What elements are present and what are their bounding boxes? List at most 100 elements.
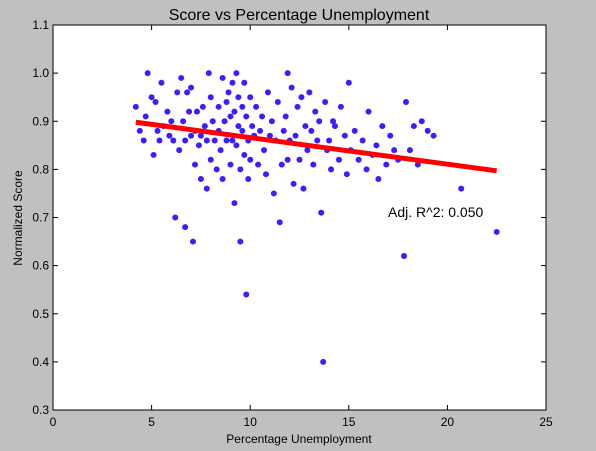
data-point	[276, 219, 283, 226]
data-point	[229, 137, 236, 144]
data-point	[414, 161, 421, 168]
data-point	[144, 70, 151, 77]
data-point	[207, 156, 214, 163]
data-point	[266, 132, 273, 139]
data-point	[335, 156, 342, 163]
data-point	[140, 137, 147, 144]
data-point	[203, 185, 210, 192]
data-point	[264, 89, 271, 96]
data-point	[184, 89, 191, 96]
data-point	[308, 127, 315, 134]
data-point	[284, 70, 291, 77]
data-point	[401, 253, 408, 259]
data-point	[328, 166, 335, 173]
data-point	[166, 132, 173, 139]
data-point	[255, 161, 262, 168]
data-point	[345, 79, 352, 86]
y-tick-label: 1.0	[32, 66, 49, 80]
x-axis-label: Percentage Unemployment	[226, 432, 372, 446]
data-point	[379, 123, 386, 130]
data-point	[270, 190, 277, 197]
data-point	[406, 147, 413, 154]
data-point	[227, 161, 234, 168]
y-tick-label: 0.5	[32, 307, 49, 321]
y-tick-label: 0.7	[32, 211, 49, 225]
data-point	[191, 161, 198, 168]
data-point	[391, 147, 398, 154]
data-point	[387, 132, 394, 139]
data-point	[290, 180, 297, 187]
data-point	[365, 108, 372, 115]
data-point	[199, 103, 206, 110]
data-point	[223, 137, 230, 144]
data-point	[180, 118, 187, 125]
data-point	[174, 89, 181, 96]
data-point	[245, 176, 252, 182]
data-point	[193, 108, 200, 115]
data-point	[298, 94, 305, 101]
data-point	[176, 147, 183, 154]
data-point	[235, 123, 242, 130]
data-point	[156, 137, 163, 144]
data-point	[284, 156, 291, 163]
fit-annotation: Adj. R^2: 0.050	[388, 204, 484, 220]
data-point	[233, 70, 240, 77]
data-point	[237, 238, 244, 245]
data-point	[142, 113, 149, 120]
data-point	[170, 137, 177, 144]
data-point	[229, 79, 236, 86]
plot-area	[53, 25, 546, 410]
data-point	[241, 79, 248, 86]
data-point	[150, 151, 157, 158]
data-point	[201, 123, 208, 130]
data-point	[253, 103, 260, 110]
data-point	[249, 123, 256, 130]
data-point	[219, 176, 226, 182]
data-point	[132, 103, 139, 110]
data-point	[316, 118, 323, 125]
data-point	[231, 108, 238, 115]
data-point	[152, 99, 159, 105]
data-point	[418, 118, 425, 125]
data-point	[341, 132, 348, 139]
data-point	[302, 123, 309, 130]
data-point	[402, 99, 409, 105]
x-tick-label: 0	[50, 415, 57, 429]
data-point	[211, 137, 218, 144]
data-point	[312, 108, 319, 115]
data-point	[241, 151, 248, 158]
data-point	[158, 79, 165, 86]
data-points	[132, 70, 500, 365]
data-point	[257, 127, 264, 134]
y-tick-label: 0.8	[32, 162, 49, 176]
data-point	[243, 291, 250, 298]
data-point	[213, 166, 220, 173]
y-tick-label: 1.1	[32, 18, 49, 32]
data-point	[331, 123, 338, 130]
x-tick-label: 20	[441, 415, 455, 429]
data-point	[182, 137, 189, 144]
data-point	[288, 84, 295, 91]
data-point	[223, 99, 230, 105]
data-point	[320, 358, 327, 365]
data-point	[304, 147, 311, 154]
data-point	[262, 171, 269, 178]
data-point	[375, 176, 382, 182]
data-point	[231, 200, 238, 207]
x-tick-label: 15	[342, 415, 356, 429]
data-point	[359, 137, 366, 144]
data-point	[259, 113, 266, 120]
data-point	[306, 89, 313, 96]
data-point	[205, 70, 212, 77]
data-point	[363, 166, 370, 173]
data-point	[186, 108, 193, 115]
data-point	[261, 147, 268, 154]
data-point	[373, 142, 380, 149]
data-point	[268, 118, 275, 125]
data-point	[239, 103, 246, 110]
data-point	[300, 185, 307, 192]
data-point	[237, 166, 244, 173]
data-point	[209, 118, 216, 125]
data-point	[219, 74, 226, 81]
